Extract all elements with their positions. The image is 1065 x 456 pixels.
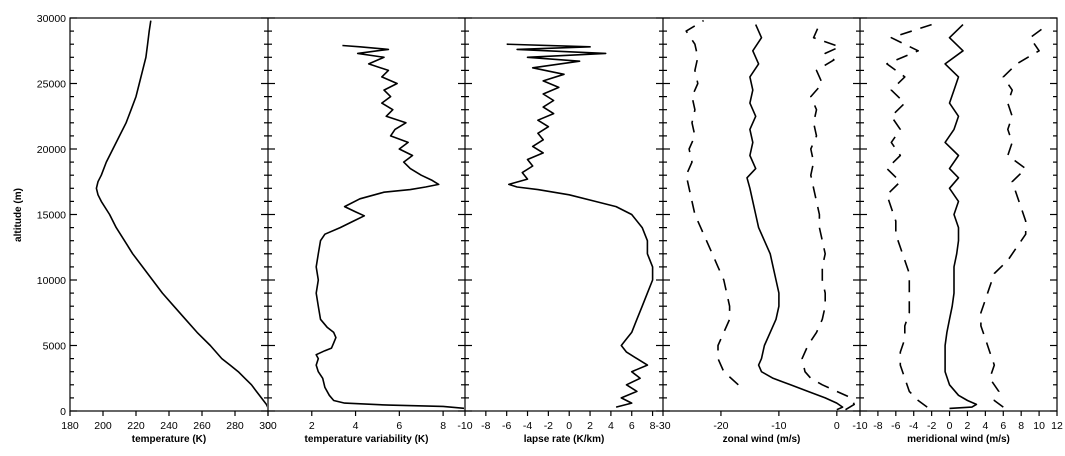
panel-frames: [69, 17, 1058, 412]
variability-bound-line: [980, 23, 1049, 408]
y-tick-label: 30000: [37, 13, 66, 25]
y-tick-label: 10000: [37, 275, 66, 287]
x-tick-label: -10: [771, 420, 786, 432]
x-tick-label: 10: [1033, 420, 1045, 432]
plot-frame: [69, 17, 1058, 412]
x-tick-label: -20: [713, 420, 728, 432]
x-tick-label: 8: [650, 420, 656, 432]
x-tick-label: -2: [544, 420, 553, 432]
panel-5-series: [886, 23, 1049, 410]
data-lines: [95, 19, 1049, 411]
variability-bound-line: [801, 24, 855, 411]
x-tick-label: -2: [927, 420, 936, 432]
x-tick-label: 6: [396, 420, 402, 432]
y-tick-label: 20000: [37, 144, 66, 156]
x-tick-label: 300: [259, 420, 277, 432]
x-tick-label: 0: [265, 420, 271, 432]
x-axis-label: meridional wind (m/s): [907, 434, 1010, 445]
profile-line: [506, 43, 654, 408]
y-tick-label: 25000: [37, 79, 66, 91]
x-tick-label: -8: [481, 420, 490, 432]
x-tick-label: 6: [1000, 420, 1006, 432]
x-tick-label: 240: [160, 420, 178, 432]
x-tick-label: 8: [1018, 420, 1024, 432]
axis-ticks: [69, 17, 1058, 416]
variability-bound-line: [886, 23, 932, 408]
x-tick-label: -4: [523, 420, 532, 432]
x-tick-label: 0: [947, 420, 953, 432]
x-tick-label: 260: [193, 420, 211, 432]
panel-3-series: [506, 43, 654, 408]
y-tick-label: 15000: [37, 210, 66, 222]
x-axis-label: temperature variability (K): [305, 434, 429, 445]
x-tick-label: 4: [982, 420, 988, 432]
panel-1-series: [95, 20, 267, 408]
x-tick-label: -4: [909, 420, 918, 432]
x-tick-label: -10: [852, 420, 867, 432]
y-tick-label: 5000: [43, 341, 67, 353]
x-tick-label: -10: [457, 420, 472, 432]
x-axis-label: zonal wind (m/s): [723, 434, 801, 445]
y-tick-label: 0: [60, 406, 66, 418]
profile-line: [315, 44, 464, 410]
x-tick-label: 2: [309, 420, 315, 432]
profile-line: [95, 20, 267, 408]
x-tick-label: -30: [655, 420, 670, 432]
x-tick-label: 0: [566, 420, 572, 432]
variability-bound-line: [685, 19, 739, 386]
x-tick-label: 2: [965, 420, 971, 432]
panel-4-series: [685, 19, 855, 411]
x-tick-label: -8: [873, 420, 882, 432]
x-tick-label: 4: [608, 420, 614, 432]
x-axis-label: lapse rate (K/km): [524, 434, 605, 445]
profile-line: [944, 24, 978, 410]
x-tick-label: -6: [891, 420, 900, 432]
x-tick-label: -6: [502, 420, 511, 432]
panel-2-series: [315, 44, 464, 410]
x-tick-label: 6: [629, 420, 635, 432]
x-tick-label: 2: [587, 420, 593, 432]
y-axis-label: altitude (m): [13, 188, 24, 242]
x-tick-label: 4: [353, 420, 359, 432]
x-tick-label: 0: [834, 420, 840, 432]
x-tick-label: 280: [226, 420, 244, 432]
x-tick-label: 12: [1051, 420, 1063, 432]
x-tick-label: 180: [61, 420, 79, 432]
x-tick-label: 8: [440, 420, 446, 432]
x-axis-label: temperature (K): [132, 434, 206, 445]
profile-line: [746, 24, 844, 411]
x-tick-label: 220: [127, 420, 145, 432]
x-tick-label: 200: [94, 420, 112, 432]
